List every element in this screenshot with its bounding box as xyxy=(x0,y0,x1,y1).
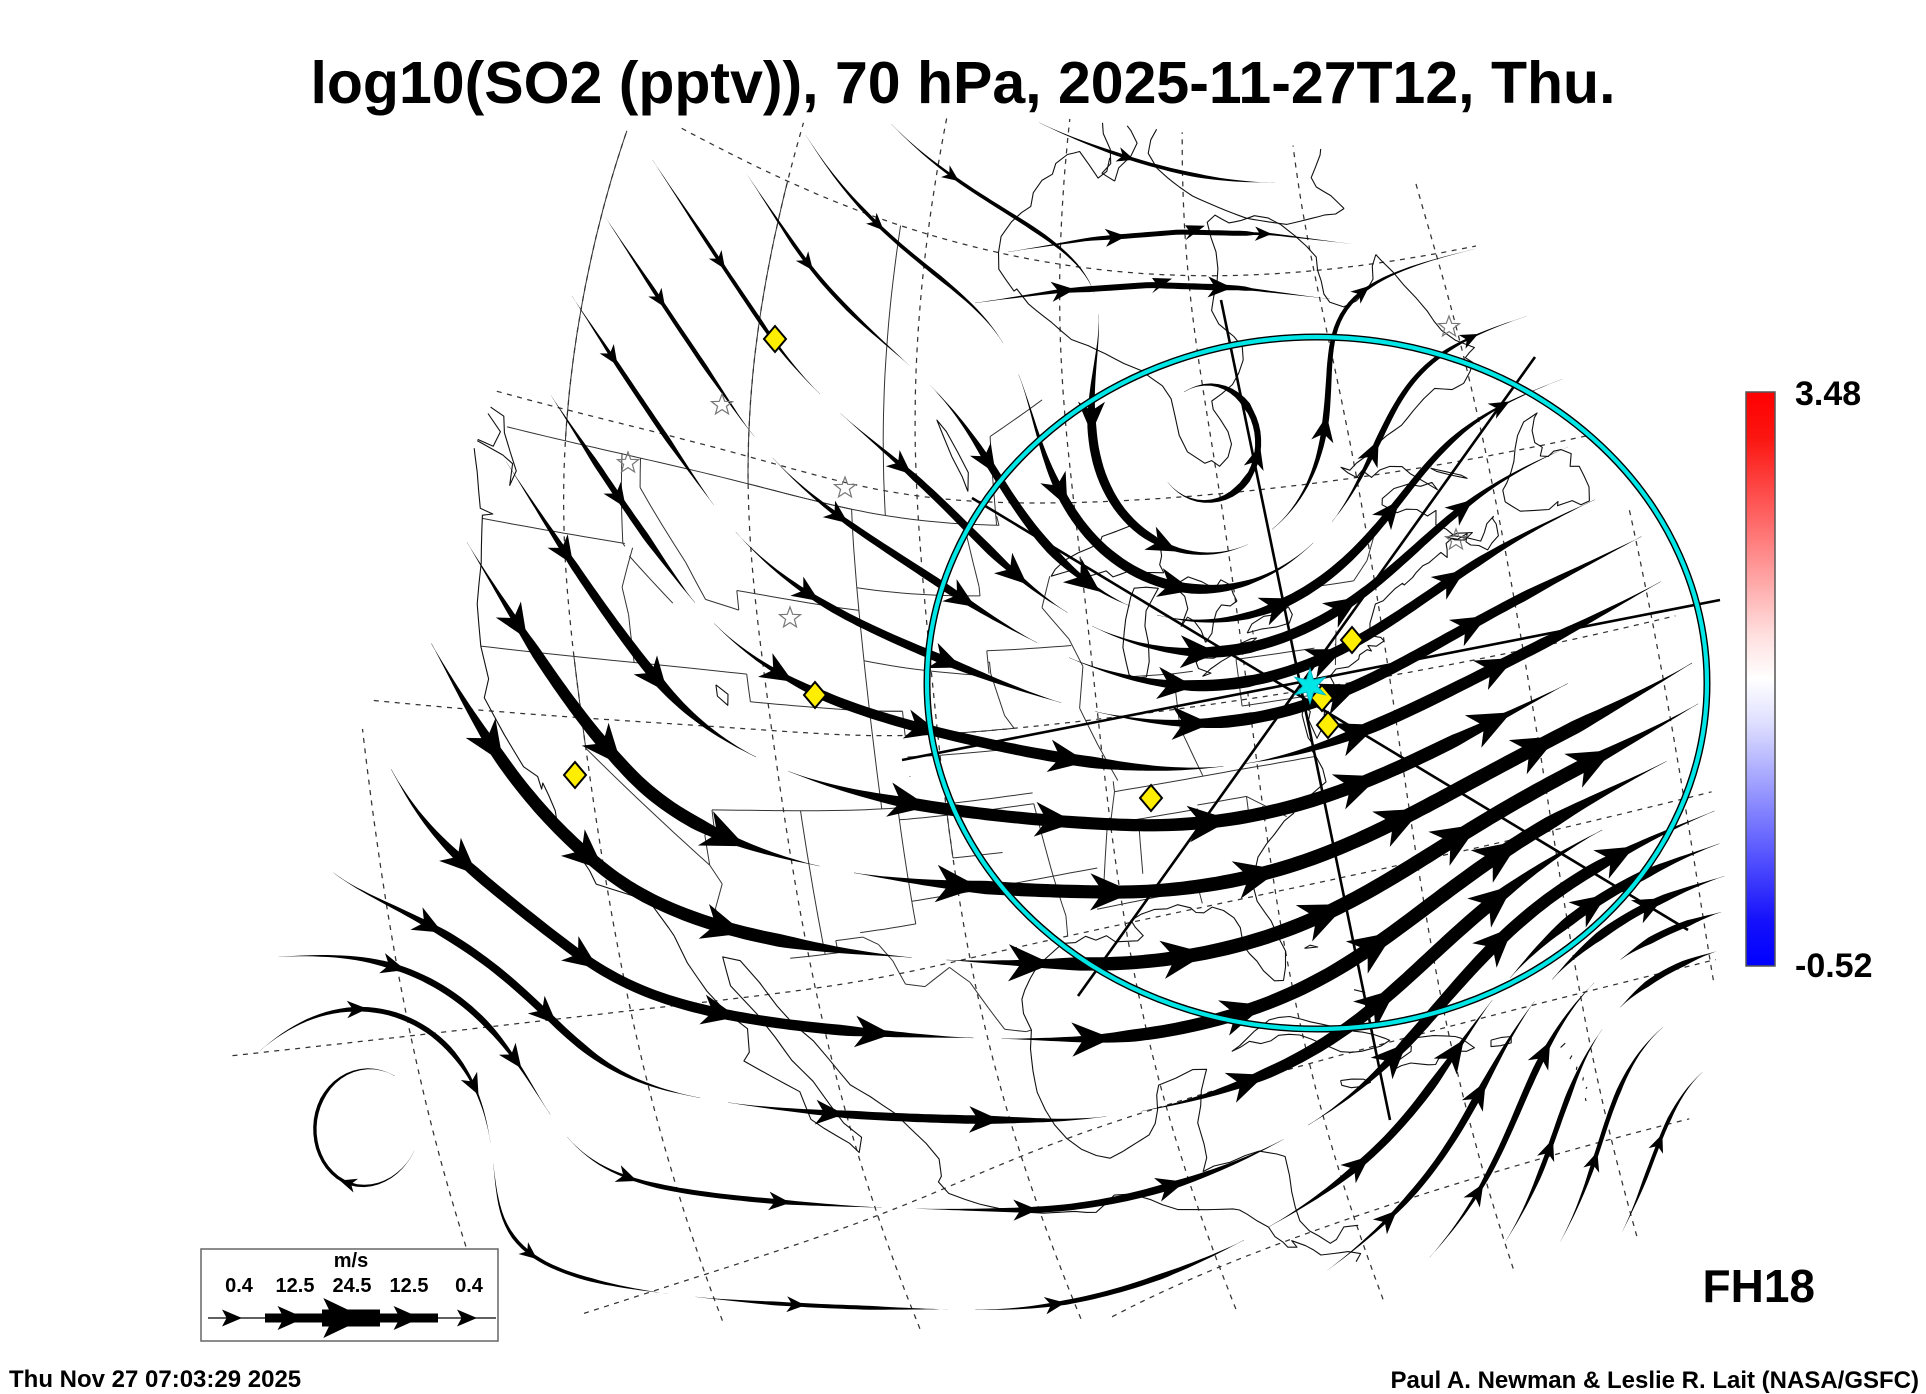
svg-text:12.5: 12.5 xyxy=(276,1275,315,1297)
svg-text:m/s: m/s xyxy=(334,1250,368,1272)
svg-text:24.5: 24.5 xyxy=(333,1275,372,1297)
svg-text:3.48: 3.48 xyxy=(1795,375,1861,413)
svg-text:Paul A. Newman & Leslie R. Lai: Paul A. Newman & Leslie R. Lait (NASA/GS… xyxy=(1390,1367,1919,1394)
svg-text:FH18: FH18 xyxy=(1703,1260,1815,1312)
svg-text:0.4: 0.4 xyxy=(225,1275,254,1297)
svg-text:0.4: 0.4 xyxy=(455,1275,484,1297)
svg-text:log10(SO2 (pptv)), 70 hPa, 202: log10(SO2 (pptv)), 70 hPa, 2025-11-27T12… xyxy=(311,50,1616,116)
svg-text:Thu Nov 27 07:03:29 2025: Thu Nov 27 07:03:29 2025 xyxy=(9,1366,301,1393)
svg-text:12.5: 12.5 xyxy=(390,1275,429,1297)
svg-text:-0.52: -0.52 xyxy=(1795,947,1873,985)
